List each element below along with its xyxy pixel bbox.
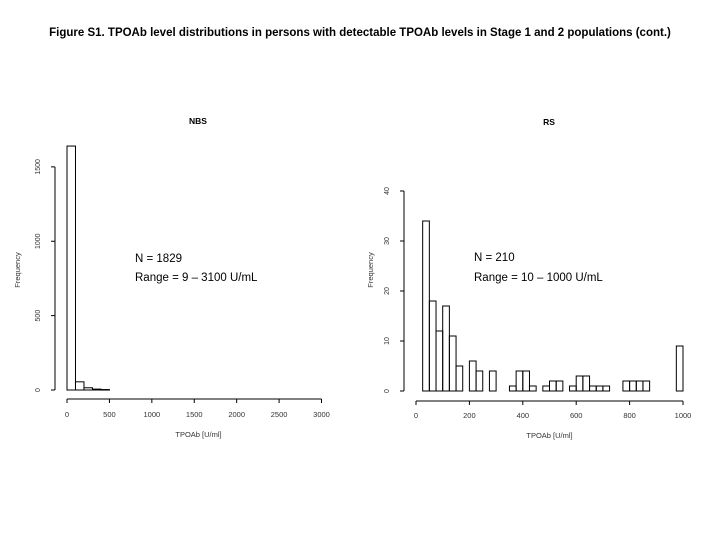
- rs-sample-size-annotation: N = 210: [474, 252, 515, 264]
- nbs-histogram-bar: [83, 387, 93, 391]
- rs-histogram-bar: [642, 380, 651, 392]
- rs-histogram-bar: [428, 300, 437, 392]
- rs-x-tick-label: 200: [463, 411, 476, 420]
- rs-histogram-bar: [635, 380, 644, 392]
- rs-y-axis-label: Frequency: [366, 252, 375, 288]
- rs-range-annotation: Range = 10 – 1000 U/mL: [474, 272, 603, 284]
- nbs-x-tick-label: 2000: [228, 410, 245, 419]
- nbs-y-tick-label: 1000: [35, 233, 42, 249]
- rs-x-tick-label: 600: [570, 411, 583, 420]
- nbs-histogram-bar: [91, 388, 102, 391]
- nbs-y-tick-label: 0: [35, 388, 42, 392]
- rs-chart-title: RS: [543, 117, 555, 127]
- rs-histogram-bar: [508, 385, 517, 392]
- rs-x-tick-label: 1000: [675, 411, 692, 420]
- rs-y-tick-label: 10: [384, 337, 391, 345]
- rs-histogram-bar: [528, 385, 537, 392]
- rs-x-tick-label: 0: [414, 411, 418, 420]
- nbs-y-tick-label: 1500: [35, 159, 42, 175]
- rs-histogram-bar: [435, 330, 444, 392]
- rs-histogram-bar: [549, 380, 557, 392]
- nbs-x-axis-label: TPOAb [U/ml]: [175, 430, 221, 439]
- nbs-x-tick-label: 1000: [143, 410, 160, 419]
- rs-histogram-bar: [595, 385, 604, 392]
- nbs-sample-size-annotation: N = 1829: [135, 253, 182, 265]
- rs-histogram-bar: [522, 370, 530, 392]
- rs-histogram-bar: [455, 365, 464, 392]
- rs-histogram-bar: [515, 370, 524, 392]
- rs-x-tick-label: 800: [623, 411, 636, 420]
- rs-histogram-bar: [675, 345, 684, 392]
- rs-histogram-bar: [622, 380, 631, 392]
- rs-histogram-bar: [542, 385, 551, 392]
- nbs-histogram-bar: [100, 389, 110, 391]
- rs-histogram-bar: [448, 335, 457, 392]
- rs-histogram-bar: [442, 305, 450, 392]
- rs-histogram-bar: [629, 380, 637, 392]
- rs-histogram-bar: [468, 360, 477, 392]
- rs-y-tick-label: 40: [384, 187, 391, 195]
- rs-y-tick-label: 0: [384, 389, 391, 393]
- rs-x-tick-label: 400: [517, 411, 530, 420]
- nbs-x-tick-label: 3000: [313, 410, 330, 419]
- nbs-x-tick-label: 1500: [186, 410, 203, 419]
- nbs-range-annotation: Range = 9 – 3100 U/mL: [135, 272, 258, 284]
- nbs-histogram-bar: [74, 381, 85, 391]
- nbs-chart-title: NBS: [189, 116, 207, 126]
- rs-histogram-bar: [582, 375, 591, 392]
- rs-y-tick-label: 20: [384, 287, 391, 295]
- nbs-y-axis-label: Frequency: [13, 252, 22, 288]
- figure-caption: Figure S1. TPOAb level distributions in …: [49, 27, 671, 39]
- nbs-x-tick-label: 0: [65, 410, 69, 419]
- nbs-x-tick-label: 2500: [271, 410, 288, 419]
- rs-histogram-bar: [555, 380, 564, 392]
- rs-histogram-bar: [602, 385, 611, 392]
- nbs-x-tick-label: 500: [103, 410, 116, 419]
- rs-x-axis-label: TPOAb [U/ml]: [526, 431, 572, 440]
- rs-y-tick-label: 30: [384, 237, 391, 245]
- rs-histogram-bar: [575, 375, 584, 392]
- rs-histogram-bar: [475, 370, 484, 392]
- rs-histogram-bar: [569, 385, 577, 392]
- rs-histogram-bar: [589, 385, 597, 392]
- rs-histogram-bar: [422, 220, 430, 392]
- nbs-y-tick-label: 500: [35, 310, 42, 322]
- nbs-histogram-bar: [66, 145, 76, 391]
- rs-histogram-bar: [488, 370, 497, 392]
